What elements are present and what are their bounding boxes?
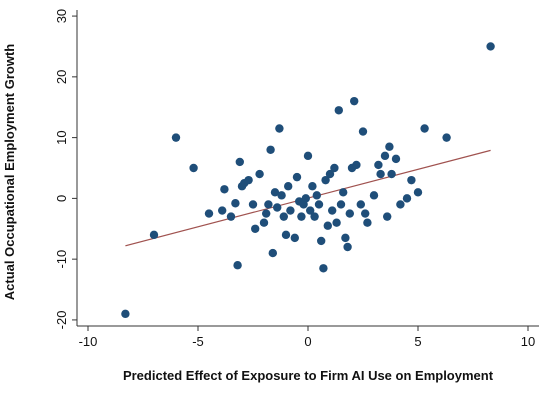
x-tick-label: 5 xyxy=(414,334,421,349)
data-point xyxy=(339,188,348,197)
data-point xyxy=(383,212,392,221)
data-point xyxy=(273,203,282,212)
data-point xyxy=(251,224,260,233)
x-tick-label: 10 xyxy=(521,334,535,349)
data-point xyxy=(306,206,315,215)
data-point xyxy=(336,200,346,209)
data-point xyxy=(277,191,286,200)
data-point xyxy=(231,199,240,208)
x-axis-title: Predicted Effect of Exposure to Firm AI … xyxy=(123,368,494,383)
x-axis-ticks: -10 -5 0 5 10 xyxy=(79,326,535,349)
data-point xyxy=(297,212,306,221)
data-point xyxy=(284,182,293,191)
data-point xyxy=(358,127,368,136)
data-point xyxy=(420,124,429,133)
data-point xyxy=(334,106,343,115)
data-point xyxy=(303,151,313,161)
data-point xyxy=(233,261,242,270)
data-point xyxy=(248,200,258,209)
data-point xyxy=(319,264,328,273)
data-point xyxy=(308,182,317,191)
y-tick-label: 10 xyxy=(54,130,69,144)
data-point xyxy=(171,133,181,142)
data-point xyxy=(380,151,390,161)
y-tick-label: -10 xyxy=(54,250,69,269)
data-point xyxy=(345,209,354,218)
data-point xyxy=(442,133,451,142)
data-point xyxy=(374,160,383,170)
data-point xyxy=(361,209,370,218)
data-point xyxy=(486,42,495,51)
data-point xyxy=(281,230,291,240)
data-point xyxy=(290,233,299,243)
data-point xyxy=(387,169,396,179)
data-point xyxy=(369,191,379,200)
data-points xyxy=(121,42,495,319)
data-point xyxy=(376,169,385,179)
data-point xyxy=(286,206,295,215)
data-point xyxy=(218,206,227,215)
y-tick-label: 30 xyxy=(54,9,69,23)
data-point xyxy=(264,200,273,209)
data-point xyxy=(279,212,288,221)
data-point xyxy=(413,188,423,197)
data-point xyxy=(266,145,275,154)
data-point xyxy=(310,212,319,221)
data-point xyxy=(259,218,269,227)
y-tick-label: 0 xyxy=(54,195,69,202)
data-point xyxy=(343,242,352,252)
data-point xyxy=(314,200,324,209)
data-point xyxy=(332,218,341,227)
data-point xyxy=(402,194,412,203)
data-point xyxy=(341,233,350,243)
data-point xyxy=(226,212,236,221)
data-point xyxy=(235,157,244,167)
plot-area xyxy=(77,10,539,326)
data-point xyxy=(268,248,277,258)
y-axis-title: Actual Occupational Employment Growth xyxy=(2,44,17,300)
y-tick-label: -20 xyxy=(54,311,69,330)
data-point xyxy=(396,200,405,209)
y-axis-ticks: -20 -10 0 10 20 30 xyxy=(54,9,77,329)
data-point xyxy=(204,209,214,218)
data-point xyxy=(328,206,337,215)
data-point xyxy=(352,160,361,170)
data-point xyxy=(391,154,401,164)
data-point xyxy=(323,221,332,230)
data-point xyxy=(317,236,326,246)
data-point xyxy=(189,163,198,173)
data-point xyxy=(262,209,271,218)
data-point xyxy=(149,230,159,240)
data-point xyxy=(321,175,330,185)
data-point xyxy=(301,194,310,203)
data-point xyxy=(330,163,339,173)
data-point xyxy=(385,142,394,151)
x-tick-label: -5 xyxy=(192,334,204,349)
data-point xyxy=(244,175,253,185)
data-point xyxy=(220,185,229,194)
data-point xyxy=(292,172,302,182)
data-point xyxy=(325,169,335,179)
data-point xyxy=(407,175,416,185)
data-point xyxy=(356,200,365,209)
data-point xyxy=(350,96,359,106)
x-tick-label: 0 xyxy=(304,334,311,349)
data-point xyxy=(312,191,321,200)
x-tick-label: -10 xyxy=(79,334,98,349)
data-point xyxy=(270,188,280,197)
data-point xyxy=(275,124,284,133)
data-point xyxy=(121,309,130,319)
data-point xyxy=(255,169,264,179)
data-point xyxy=(363,218,372,227)
y-tick-label: 20 xyxy=(54,70,69,84)
